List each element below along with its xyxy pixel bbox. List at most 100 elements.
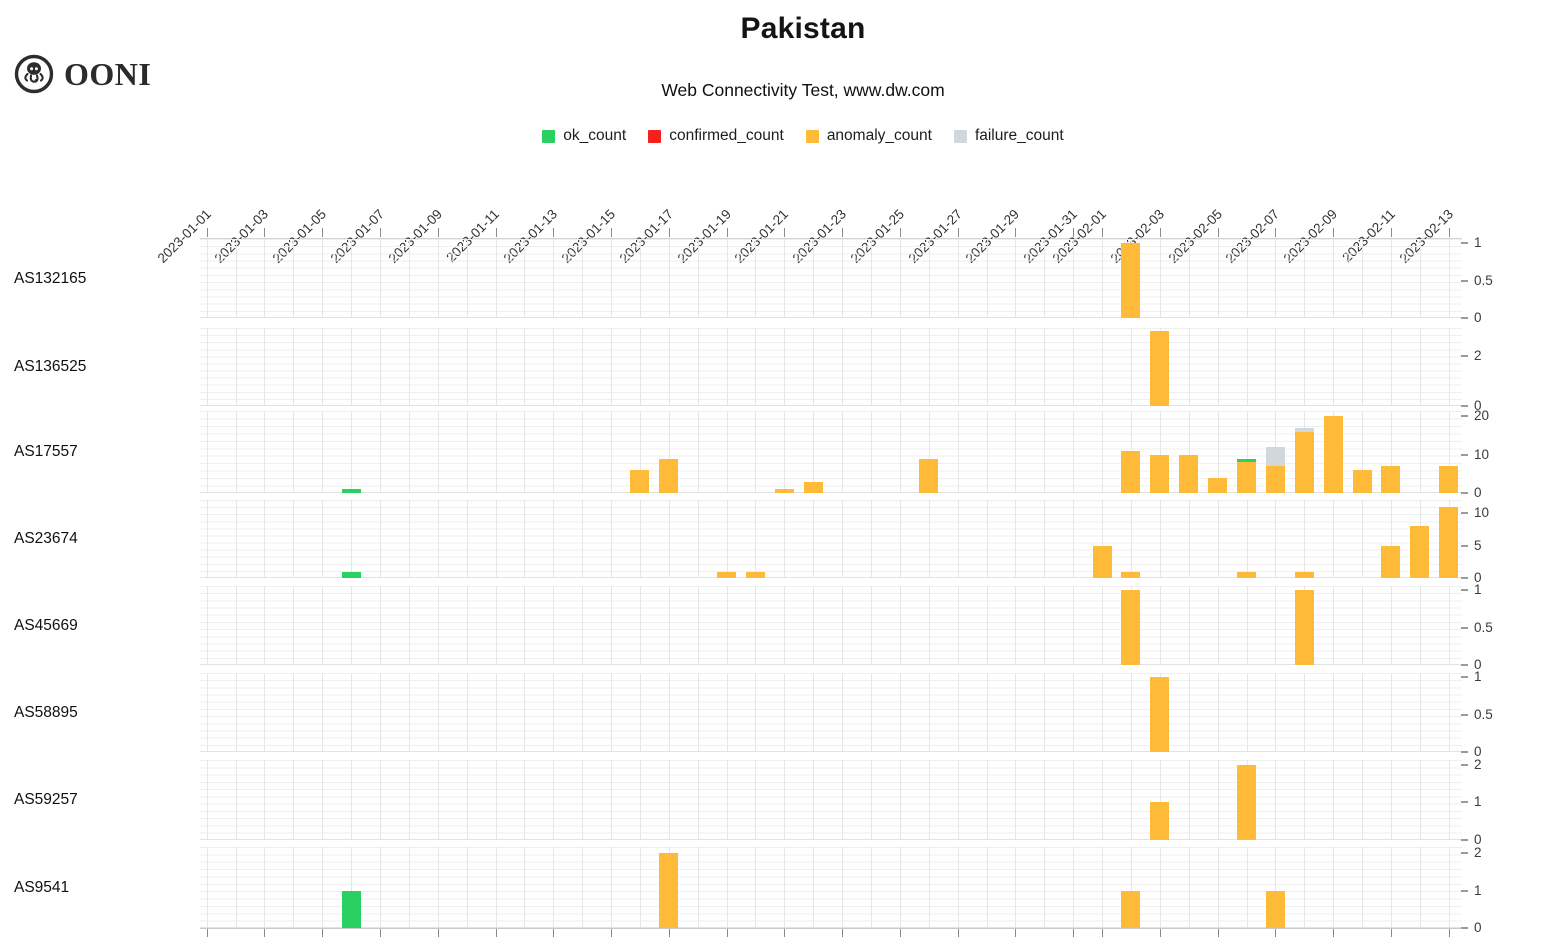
day-gridline bbox=[1362, 239, 1364, 318]
day-gridline bbox=[1246, 673, 1248, 752]
bar-AS9541-2023-02-02[interactable] bbox=[1121, 890, 1141, 928]
bar-AS17557-2023-01-17[interactable] bbox=[659, 458, 679, 493]
day-gridline bbox=[1275, 760, 1277, 840]
day-gridline bbox=[1419, 411, 1421, 493]
x-tick-bottom bbox=[437, 929, 439, 937]
bar-AS23674-2023-02-02[interactable] bbox=[1121, 571, 1141, 578]
bar-AS17557-2023-02-06[interactable] bbox=[1237, 458, 1257, 493]
ok-segment bbox=[341, 571, 361, 578]
y-tick-AS58895 bbox=[1461, 751, 1468, 753]
anomaly-segment bbox=[1208, 477, 1228, 493]
anomaly-segment bbox=[717, 571, 737, 578]
legend-item-confirmed_count[interactable]: confirmed_count bbox=[648, 127, 784, 145]
day-gridline bbox=[899, 673, 901, 752]
day-gridline bbox=[784, 586, 786, 665]
day-gridline bbox=[986, 328, 988, 406]
bar-AS136525-2023-02-03[interactable] bbox=[1150, 330, 1170, 406]
bar-AS17557-2023-01-06[interactable] bbox=[341, 489, 361, 493]
y-tick-AS9541 bbox=[1461, 852, 1468, 854]
day-gridline bbox=[466, 239, 468, 318]
bar-AS23674-2023-02-13[interactable] bbox=[1439, 506, 1459, 578]
bar-AS17557-2023-02-05[interactable] bbox=[1208, 477, 1228, 493]
bar-AS17557-2023-02-04[interactable] bbox=[1179, 454, 1199, 493]
x-tick-top bbox=[957, 227, 959, 237]
day-gridline bbox=[1188, 500, 1190, 578]
day-gridline bbox=[1448, 328, 1450, 406]
bar-AS132165-2023-02-02[interactable] bbox=[1121, 243, 1141, 318]
bar-AS23674-2023-02-08[interactable] bbox=[1294, 571, 1314, 578]
panel-baseline bbox=[200, 492, 1462, 493]
bar-AS23674-2023-02-06[interactable] bbox=[1237, 571, 1257, 578]
day-gridline bbox=[986, 760, 988, 840]
bar-AS17557-2023-02-13[interactable] bbox=[1439, 466, 1459, 493]
day-gridline bbox=[235, 500, 237, 578]
bar-AS59257-2023-02-06[interactable] bbox=[1237, 764, 1257, 840]
x-tick-top bbox=[1102, 227, 1104, 237]
bar-AS9541-2023-02-07[interactable] bbox=[1265, 890, 1285, 928]
x-tick-bottom bbox=[784, 929, 786, 937]
day-gridline bbox=[553, 760, 555, 840]
bar-AS23674-2023-01-19[interactable] bbox=[717, 571, 737, 578]
day-gridline bbox=[726, 328, 728, 406]
day-gridline bbox=[1217, 239, 1219, 318]
bar-AS17557-2023-02-03[interactable] bbox=[1150, 454, 1170, 493]
anomaly-segment bbox=[774, 489, 794, 493]
day-gridline bbox=[553, 847, 555, 928]
anomaly-segment bbox=[1237, 571, 1257, 578]
bar-AS17557-2023-01-26[interactable] bbox=[919, 458, 939, 493]
day-gridline bbox=[639, 411, 641, 493]
day-gridline bbox=[553, 411, 555, 493]
x-tick-top bbox=[264, 227, 266, 237]
day-gridline bbox=[1188, 239, 1190, 318]
anomaly-segment bbox=[1121, 890, 1141, 928]
day-gridline bbox=[1333, 847, 1335, 928]
day-gridline bbox=[408, 586, 410, 665]
y-tick-AS132165 bbox=[1461, 317, 1468, 319]
bar-AS17557-2023-02-07[interactable] bbox=[1265, 447, 1285, 493]
bar-AS23674-2023-02-11[interactable] bbox=[1381, 545, 1401, 578]
bar-AS9541-2023-01-17[interactable] bbox=[659, 853, 679, 928]
bar-AS45669-2023-02-08[interactable] bbox=[1294, 590, 1314, 665]
day-gridline bbox=[842, 239, 844, 318]
bar-AS9541-2023-01-06[interactable] bbox=[341, 890, 361, 928]
bar-AS17557-2023-02-10[interactable] bbox=[1352, 470, 1372, 493]
day-gridline bbox=[813, 500, 815, 578]
day-gridline bbox=[408, 500, 410, 578]
day-gridline bbox=[611, 847, 613, 928]
bar-AS17557-2023-02-02[interactable] bbox=[1121, 450, 1141, 493]
bar-AS23674-2023-02-12[interactable] bbox=[1410, 526, 1430, 578]
y-tick-label: 1 bbox=[1474, 669, 1482, 685]
bar-AS23674-2023-02-01[interactable] bbox=[1092, 545, 1112, 578]
legend-label: confirmed_count bbox=[669, 127, 784, 144]
x-tick-top bbox=[380, 227, 381, 237]
bar-AS59257-2023-02-03[interactable] bbox=[1150, 802, 1170, 840]
bar-AS17557-2023-02-11[interactable] bbox=[1381, 466, 1401, 493]
legend-item-failure_count[interactable]: failure_count bbox=[953, 127, 1064, 145]
day-gridline bbox=[380, 500, 381, 578]
anomaly-segment bbox=[1237, 764, 1257, 840]
legend-item-anomaly_count[interactable]: anomaly_count bbox=[805, 127, 932, 145]
bar-AS23674-2023-01-20[interactable] bbox=[745, 571, 765, 578]
bar-AS17557-2023-01-21[interactable] bbox=[774, 489, 794, 493]
bar-AS17557-2023-02-08[interactable] bbox=[1294, 427, 1314, 493]
anomaly-segment bbox=[659, 853, 679, 928]
bar-AS17557-2023-01-22[interactable] bbox=[803, 481, 823, 493]
day-gridline bbox=[1362, 673, 1364, 752]
bar-AS58895-2023-02-03[interactable] bbox=[1150, 677, 1170, 752]
day-gridline bbox=[1333, 760, 1335, 840]
x-tick-top bbox=[437, 227, 439, 237]
day-gridline bbox=[322, 500, 324, 578]
bar-AS23674-2023-01-06[interactable] bbox=[341, 571, 361, 578]
day-gridline bbox=[668, 239, 670, 318]
day-gridline bbox=[1448, 411, 1450, 493]
day-gridline bbox=[322, 328, 324, 406]
legend-item-ok_count[interactable]: ok_count bbox=[542, 127, 626, 145]
bar-AS17557-2023-01-16[interactable] bbox=[630, 470, 650, 493]
bar-AS45669-2023-02-02[interactable] bbox=[1121, 590, 1141, 665]
bar-AS17557-2023-02-09[interactable] bbox=[1323, 416, 1343, 493]
day-gridline bbox=[1390, 673, 1392, 752]
anomaly-segment bbox=[1150, 454, 1170, 493]
panel-baseline bbox=[200, 405, 1462, 406]
anomaly-segment bbox=[1294, 571, 1314, 578]
